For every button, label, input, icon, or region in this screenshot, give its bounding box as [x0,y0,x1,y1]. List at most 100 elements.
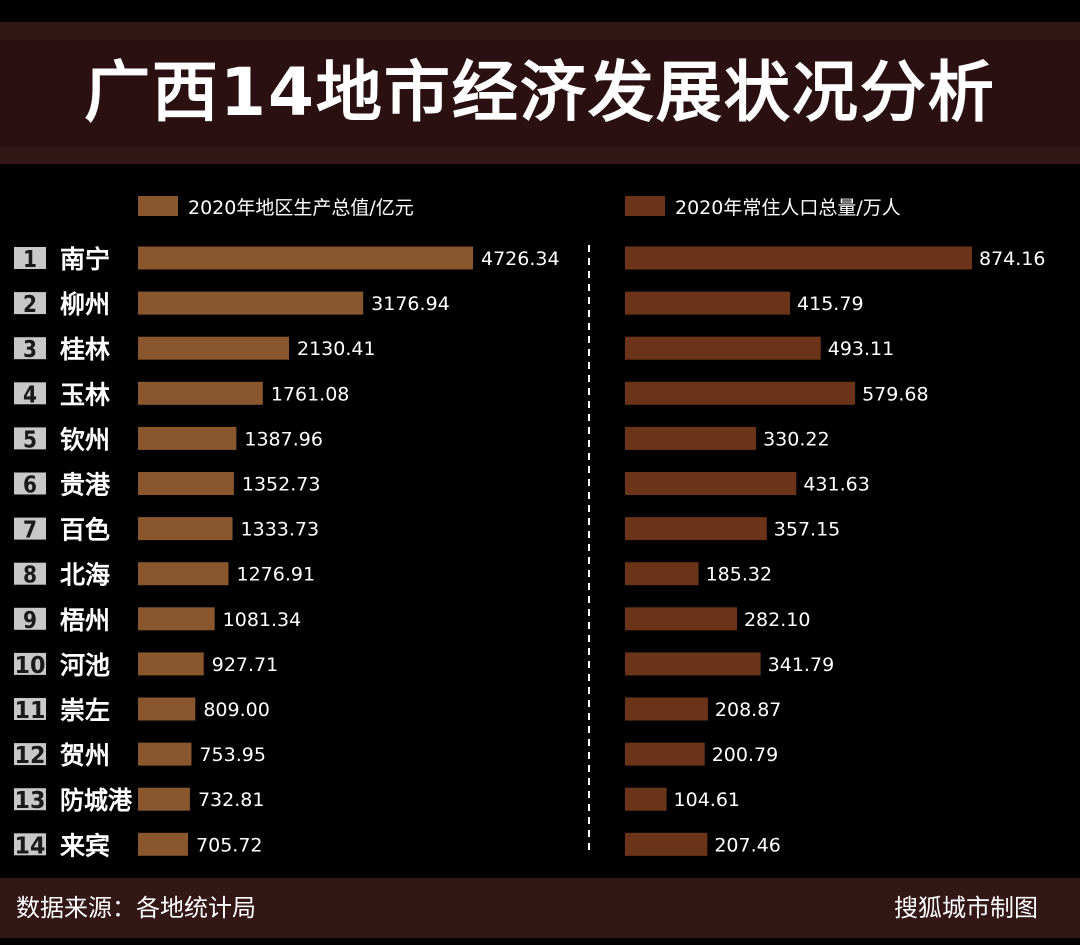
population-value-label: 200.79 [712,744,778,766]
population-value-label: 104.61 [674,789,740,811]
gdp-value-label: 1276.91 [237,564,316,586]
population-bar [625,607,737,631]
rank-number: 5 [23,427,37,453]
rank-number: 10 [15,653,46,679]
population-value-label: 493.11 [828,338,894,360]
title-panel: 广西14地市经济发展状况分析 [0,40,1080,146]
population-value-label: 579.68 [862,383,928,405]
rank-badge [14,247,46,269]
rank-number: 6 [23,473,37,499]
rank-badge [14,743,46,766]
legend-gdp-swatch [138,196,178,216]
gdp-bar [138,472,234,495]
gdp-bar [138,336,290,360]
population-value-label: 330.22 [763,428,829,450]
city-label: 柳州 [60,290,110,319]
population-value-label: 341.79 [768,654,834,676]
rank-number: 12 [15,743,46,769]
rank-badge [14,698,46,720]
rank-badge [14,292,46,315]
gdp-value-label: 1081.34 [223,609,302,631]
population-bar [625,246,972,270]
population-value-label: 874.16 [979,248,1045,270]
rank-number: 11 [15,698,46,724]
rank-number: 7 [23,518,37,544]
rank-badge [14,427,46,450]
gdp-value-label: 732.81 [198,789,264,811]
city-label: 百色 [60,516,110,545]
gdp-value-label: 753.95 [199,744,265,766]
population-bar [625,336,821,360]
gdp-value-label: 2130.41 [297,338,376,360]
rank-number: 14 [15,833,46,859]
legend-gdp-label: 2020年地区生产总值/亿元 [188,196,414,219]
legend-population: 2020年常住人口总量/万人 [625,193,901,219]
footer-band: 数据来源：各地统计局 搜狐城市制图 [0,878,1080,938]
rank-number: 4 [23,382,37,408]
population-bar [625,742,705,766]
city-label: 崇左 [60,696,110,725]
gdp-bar [138,517,233,541]
rank-number: 3 [23,337,37,363]
data-source: 数据来源：各地统计局 [16,894,256,922]
rank-number: 2 [23,292,37,318]
city-label: 钦州 [60,425,110,454]
rank-number: 1 [23,247,37,273]
city-label: 贺州 [60,741,110,770]
gdp-value-label: 927.71 [212,654,278,676]
legend-population-label: 2020年常住人口总量/万人 [675,196,901,219]
population-bar [625,426,757,450]
gdp-value-label: 1352.73 [242,474,321,496]
legend-population-swatch [625,196,665,216]
city-label: 贵港 [60,471,111,500]
gdp-bar [138,787,190,811]
rank-badge [14,788,46,811]
gdp-bar [138,381,263,405]
city-label: 玉林 [60,380,110,409]
city-label: 南宁 [60,245,110,274]
population-value-label: 357.15 [774,519,840,541]
gdp-value-label: 1761.08 [271,383,350,405]
population-bar [625,697,708,721]
rank-number: 8 [23,563,37,589]
population-bar [625,381,856,405]
gdp-bar [138,652,204,676]
rank-badge [14,652,46,675]
gdp-bar [138,246,473,270]
legend-gdp: 2020年地区生产总值/亿元 [138,193,414,219]
population-value-label: 185.32 [706,564,772,586]
gdp-value-label: 1333.73 [241,519,320,541]
rank-badge [14,517,46,540]
gdp-bar [138,291,364,315]
city-label: 北海 [60,561,110,590]
population-bar [625,832,708,856]
gdp-bar [138,697,196,721]
population-bar [625,787,667,811]
city-label: 防城港 [60,786,133,815]
city-label: 河池 [60,651,110,680]
population-bar [625,291,791,315]
rank-number: 9 [23,608,37,634]
gdp-bar [138,742,192,766]
gdp-value-label: 705.72 [196,834,262,856]
rank-badge [14,833,46,856]
rank-number: 13 [15,788,46,814]
gdp-bar [138,832,189,856]
population-value-label: 208.87 [715,699,781,721]
title-band: 广西14地市经济发展状况分析 [0,22,1080,164]
population-bar [625,562,699,586]
gdp-value-label: 1387.96 [244,428,323,450]
population-value-label: 431.63 [803,474,869,496]
gdp-value-label: 3176.94 [371,293,450,315]
rank-badge [14,382,46,405]
gdp-bar [138,607,215,631]
gdp-bar [138,562,229,586]
population-value-label: 207.46 [714,834,780,856]
rank-badge [14,607,46,630]
gdp-value-label: 809.00 [203,699,269,721]
rank-badge [14,472,46,495]
population-value-label: 282.10 [744,609,810,631]
chart-credit: 搜狐城市制图 [894,894,1038,922]
population-value-label: 415.79 [797,293,863,315]
